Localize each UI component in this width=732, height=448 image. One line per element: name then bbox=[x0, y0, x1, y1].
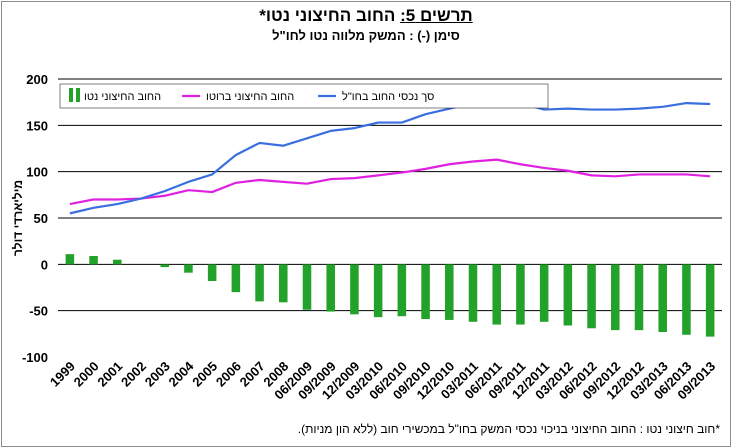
bar-net-debt bbox=[421, 264, 430, 320]
y-tick-label: 100 bbox=[26, 165, 48, 180]
chart-title-text: החוב החיצוני נטו* bbox=[259, 6, 396, 25]
bar-net-debt bbox=[563, 264, 573, 326]
bar-net-debt bbox=[279, 264, 288, 303]
y-tick-label: -100 bbox=[22, 350, 48, 365]
bar-net-debt bbox=[302, 264, 312, 310]
bar-net-debt bbox=[255, 264, 264, 302]
bar-net-debt bbox=[516, 264, 525, 325]
y-tick-label: 200 bbox=[26, 72, 48, 87]
x-tick-label: 2002 bbox=[118, 359, 149, 390]
x-tick-label: 2006 bbox=[213, 359, 244, 390]
y-tick-label: 0 bbox=[41, 257, 48, 272]
bar-net-debt bbox=[445, 264, 454, 320]
bar-net-debt bbox=[492, 264, 501, 325]
x-tick-label: 2005 bbox=[189, 359, 220, 390]
legend-marker-net-debt bbox=[76, 88, 80, 102]
bar-net-debt bbox=[468, 264, 478, 322]
y-axis-label: מיליארדי דולר bbox=[11, 180, 25, 256]
y-tick-label: 150 bbox=[26, 118, 48, 133]
line-gross-debt bbox=[69, 158, 711, 206]
bar-net-debt bbox=[207, 264, 217, 282]
chart-subtitle: סימן (-) : המשק מלווה נטו לחו"ל bbox=[272, 28, 460, 43]
bar-net-debt bbox=[634, 264, 644, 331]
legend-label-net-debt: החוב החיצוני נטו bbox=[84, 91, 161, 103]
footnote: *חוב חיצוני נטו : החוב החיצוני בניכוי נכ… bbox=[297, 422, 720, 436]
bar-net-debt bbox=[184, 264, 193, 273]
bar-net-debt bbox=[89, 255, 98, 265]
y-tick-label: -50 bbox=[29, 304, 48, 319]
x-tick-label: 1999 bbox=[47, 359, 78, 390]
bar-net-debt bbox=[350, 264, 359, 315]
bar-net-debt bbox=[705, 264, 715, 337]
bar-net-debt bbox=[658, 264, 667, 332]
bar-net-debt bbox=[539, 264, 549, 322]
y-tick-label: 50 bbox=[34, 211, 48, 226]
bar-net-debt bbox=[326, 264, 335, 312]
bar-net-debt bbox=[611, 264, 620, 331]
x-tick-label: 2000 bbox=[71, 359, 102, 390]
bar-net-debt bbox=[587, 264, 596, 329]
chart-title: תרשים 5: החוב החיצוני נטו* bbox=[0, 6, 732, 26]
legend-box bbox=[59, 83, 549, 109]
legend-label-assets: סך נכסי החוב בחו"ל bbox=[342, 90, 434, 103]
bar-net-debt bbox=[373, 264, 383, 318]
bar-net-debt bbox=[65, 254, 75, 265]
line-assets bbox=[69, 97, 711, 215]
bar-net-debt bbox=[160, 264, 169, 268]
x-tick-label: 2007 bbox=[237, 359, 268, 390]
bar-net-debt bbox=[231, 264, 241, 293]
legend-marker-net-debt bbox=[69, 88, 73, 102]
x-tick-label: 2001 bbox=[94, 359, 125, 390]
chart-number: תרשים 5: bbox=[400, 6, 473, 25]
legend-label-gross-debt: החוב החיצוני ברוטו bbox=[206, 91, 294, 103]
x-tick-label: 2003 bbox=[142, 359, 173, 390]
bar-net-debt bbox=[682, 264, 691, 335]
x-tick-label: 2004 bbox=[165, 358, 197, 390]
bar-net-debt bbox=[397, 264, 407, 317]
bar-net-debt bbox=[113, 259, 122, 265]
